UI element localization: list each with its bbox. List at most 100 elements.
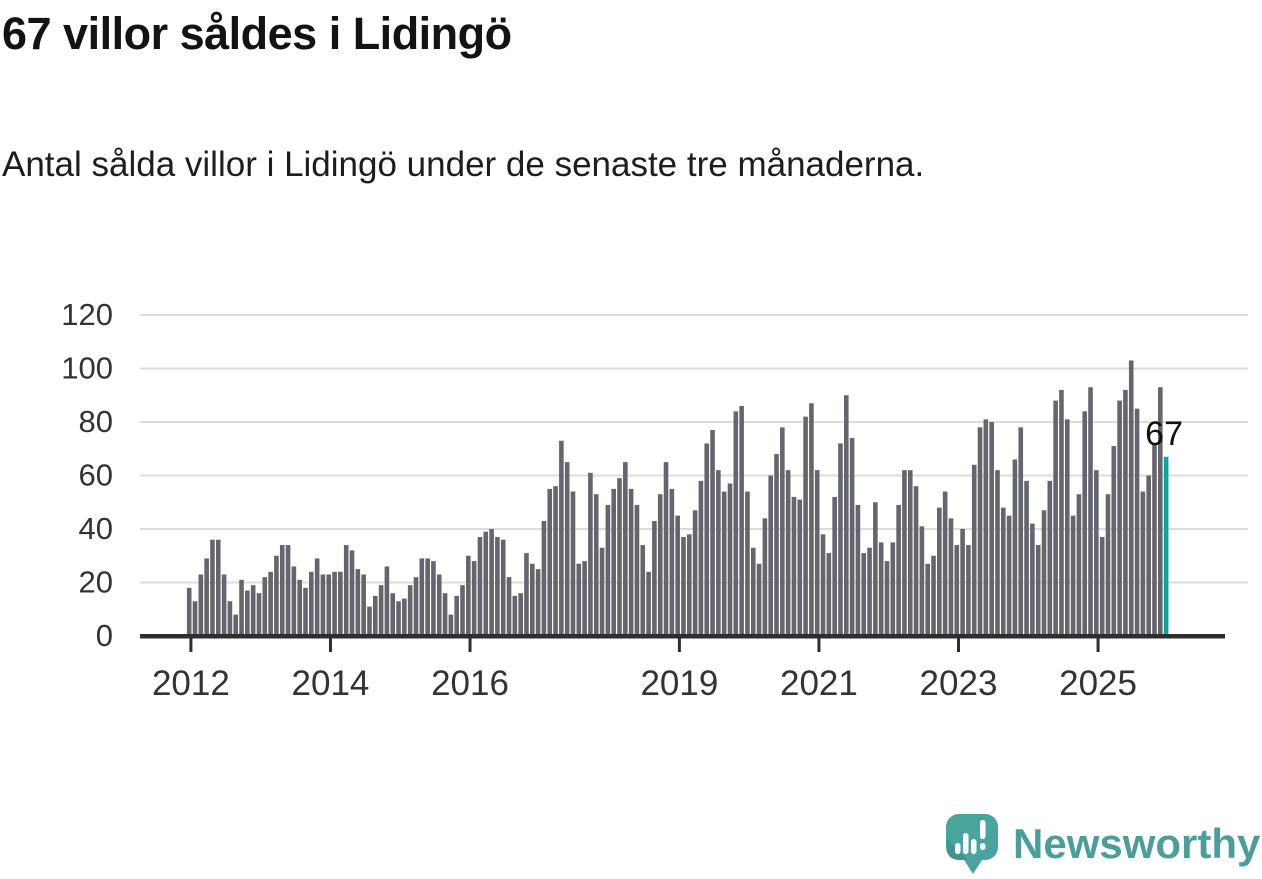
x-axis-label: 2025 — [1059, 664, 1137, 703]
bar — [279, 545, 285, 636]
bar — [407, 585, 413, 636]
bar — [652, 520, 657, 636]
bar — [274, 555, 279, 636]
bar — [1035, 545, 1041, 636]
bar — [233, 614, 239, 636]
bar — [681, 537, 686, 636]
chart-subtitle: Antal sålda villor i Lidingö under de se… — [2, 145, 925, 184]
bar — [1059, 389, 1064, 636]
bar — [750, 547, 756, 636]
bar — [628, 488, 634, 637]
bar — [733, 411, 739, 636]
bar — [942, 491, 948, 636]
bar — [1099, 537, 1105, 636]
bar — [413, 577, 419, 636]
bar — [1105, 494, 1111, 636]
bar — [291, 566, 297, 636]
bar — [535, 569, 541, 637]
bar — [564, 462, 570, 637]
bar — [739, 405, 744, 636]
y-axis-label: 80 — [79, 404, 113, 439]
x-axis-label: 2019 — [640, 664, 718, 703]
bar — [640, 545, 646, 636]
highlighted-bar — [1163, 456, 1169, 636]
bar — [710, 430, 715, 636]
bar — [617, 478, 622, 636]
bar — [1128, 360, 1134, 636]
bar — [448, 614, 454, 636]
bar — [396, 601, 401, 636]
bar — [343, 545, 349, 636]
bar — [989, 422, 994, 636]
bar — [867, 547, 872, 636]
bar — [721, 491, 727, 636]
bar — [250, 585, 256, 636]
bar — [1047, 480, 1053, 636]
bar — [1134, 408, 1140, 636]
bar — [890, 542, 896, 637]
bar — [506, 577, 512, 636]
bar — [442, 593, 448, 636]
bar — [593, 494, 599, 636]
bar — [297, 579, 302, 636]
logo-exclamation-dot — [980, 843, 986, 850]
bar — [861, 553, 867, 636]
bar — [1030, 523, 1035, 636]
bar — [698, 480, 704, 636]
bar — [820, 534, 826, 636]
x-axis-label: 2014 — [292, 664, 370, 703]
bar — [268, 571, 273, 636]
bar — [483, 531, 489, 636]
logo-bar-medium — [971, 839, 977, 854]
bar — [931, 555, 936, 636]
bar — [878, 542, 884, 637]
bar — [855, 504, 861, 636]
bar — [402, 598, 407, 636]
bar — [780, 427, 785, 636]
x-axis-label: 2023 — [920, 664, 998, 703]
bar — [913, 486, 919, 636]
bar — [919, 526, 925, 636]
bar — [1088, 387, 1093, 636]
bar — [1024, 480, 1029, 636]
bar — [436, 574, 442, 636]
bar — [896, 504, 901, 636]
logo-bar-small — [955, 843, 961, 854]
bar — [960, 529, 965, 636]
bar — [361, 574, 366, 636]
bar — [634, 504, 640, 636]
bar — [285, 545, 291, 636]
bar — [570, 491, 576, 636]
bar — [785, 470, 791, 636]
bar — [553, 486, 558, 636]
bar — [768, 475, 773, 636]
bar — [809, 403, 814, 636]
bar — [623, 462, 628, 637]
bar — [844, 395, 849, 636]
bar — [797, 499, 803, 636]
bar — [210, 539, 215, 636]
bar — [454, 595, 459, 637]
bar — [937, 507, 942, 636]
bar — [425, 558, 430, 636]
bar — [471, 561, 477, 636]
bar — [1064, 419, 1070, 636]
bar — [524, 553, 529, 636]
bar — [320, 574, 326, 636]
bar — [384, 566, 390, 636]
bar — [663, 462, 669, 637]
bar — [977, 427, 983, 636]
bar — [367, 606, 372, 636]
bar — [995, 470, 1000, 636]
bar — [826, 553, 832, 636]
bar — [675, 515, 680, 636]
bar — [1158, 387, 1163, 636]
bar — [541, 520, 547, 636]
bar — [489, 529, 494, 636]
bar — [791, 496, 797, 636]
bar — [495, 537, 500, 636]
bar — [902, 470, 907, 636]
bar — [838, 443, 843, 636]
newsworthy-branding: Newsworthy — [944, 812, 1260, 876]
